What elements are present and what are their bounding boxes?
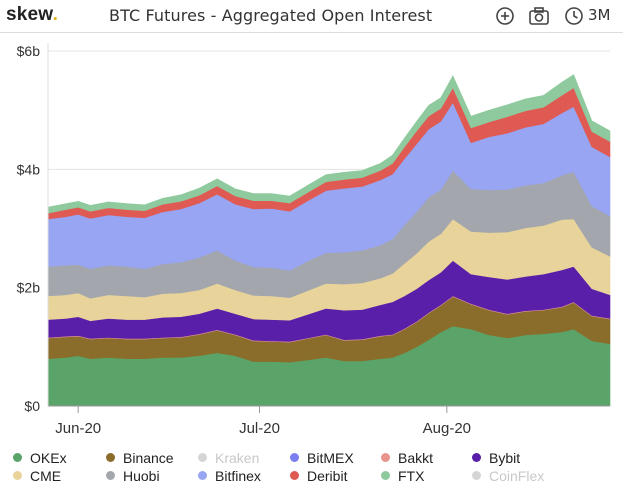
legend-swatch (106, 453, 115, 462)
x-tick-label: Jun-20 (55, 420, 101, 437)
legend-label: Deribit (307, 468, 348, 484)
clock-icon (565, 7, 583, 25)
chart-title: BTC Futures - Aggregated Open Interest (109, 6, 433, 25)
legend-swatch (198, 471, 207, 480)
zoom-in-icon (496, 7, 514, 25)
legend-item-bybit[interactable]: Bybit (472, 450, 520, 466)
legend-item-binance[interactable]: Binance (106, 450, 174, 466)
legend-swatch (472, 453, 481, 462)
time-range-label[interactable]: 3M (588, 6, 611, 24)
y-tick-label: $6b (17, 43, 41, 59)
legend-swatch (198, 453, 207, 462)
y-tick-label: $0 (24, 398, 40, 414)
y-tick-label: $2b (17, 280, 41, 296)
x-tick-label: Aug-20 (423, 420, 471, 437)
chart-header: skew. BTC Futures - Aggregated Open Inte… (0, 0, 623, 33)
legend-item-bakkt[interactable]: Bakkt (381, 450, 433, 466)
legend-label: OKEx (30, 450, 67, 466)
legend-swatch (290, 453, 299, 462)
skew-logo[interactable]: skew. (6, 4, 59, 25)
legend-label: Bakkt (398, 450, 434, 466)
legend-label: Bitfinex (215, 468, 261, 484)
legend-swatch (472, 471, 481, 480)
x-tick-label: Jul-20 (239, 420, 280, 437)
area-ftx (47, 74, 611, 214)
legend-item-cme[interactable]: CME (13, 468, 61, 484)
legend-item-bitfinex[interactable]: Bitfinex (198, 468, 261, 484)
open-interest-chart: $0 $2b $4b $6b Jun-20 Jul-20 Aug-20 (17, 43, 611, 437)
legend-label: CoinFlex (489, 468, 545, 484)
time-range-button[interactable] (563, 5, 585, 27)
legend-label: Kraken (215, 450, 260, 466)
legend-swatch (290, 471, 299, 480)
legend-swatch (13, 453, 22, 462)
screenshot-button[interactable] (528, 5, 550, 27)
legend-label: FTX (398, 468, 425, 484)
legend-swatch (381, 453, 390, 462)
legend-swatch (106, 471, 115, 480)
legend-item-deribit[interactable]: Deribit (290, 468, 347, 484)
legend-item-kraken[interactable]: Kraken (198, 450, 259, 466)
y-tick-label: $4b (17, 161, 41, 177)
legend-label: BitMEX (307, 450, 354, 466)
legend-item-okex[interactable]: OKEx (13, 450, 67, 466)
legend-item-huobi[interactable]: Huobi (106, 468, 160, 484)
camera-icon (529, 7, 549, 25)
legend-swatch (13, 471, 22, 480)
legend-label: Binance (123, 450, 174, 466)
chart-legend: OKEx Binance Kraken BitMEX Bakkt Bybit CME Huob… (0, 448, 623, 494)
legend-item-bitmex[interactable]: BitMEX (290, 450, 354, 466)
legend-item-coinflex[interactable]: CoinFlex (472, 468, 544, 484)
legend-label: Huobi (123, 468, 160, 484)
legend-swatch (381, 471, 390, 480)
legend-label: CME (30, 468, 62, 484)
legend-label: Bybit (489, 450, 521, 466)
legend-item-ftx[interactable]: FTX (381, 468, 424, 484)
zoom-in-button[interactable] (494, 5, 516, 27)
